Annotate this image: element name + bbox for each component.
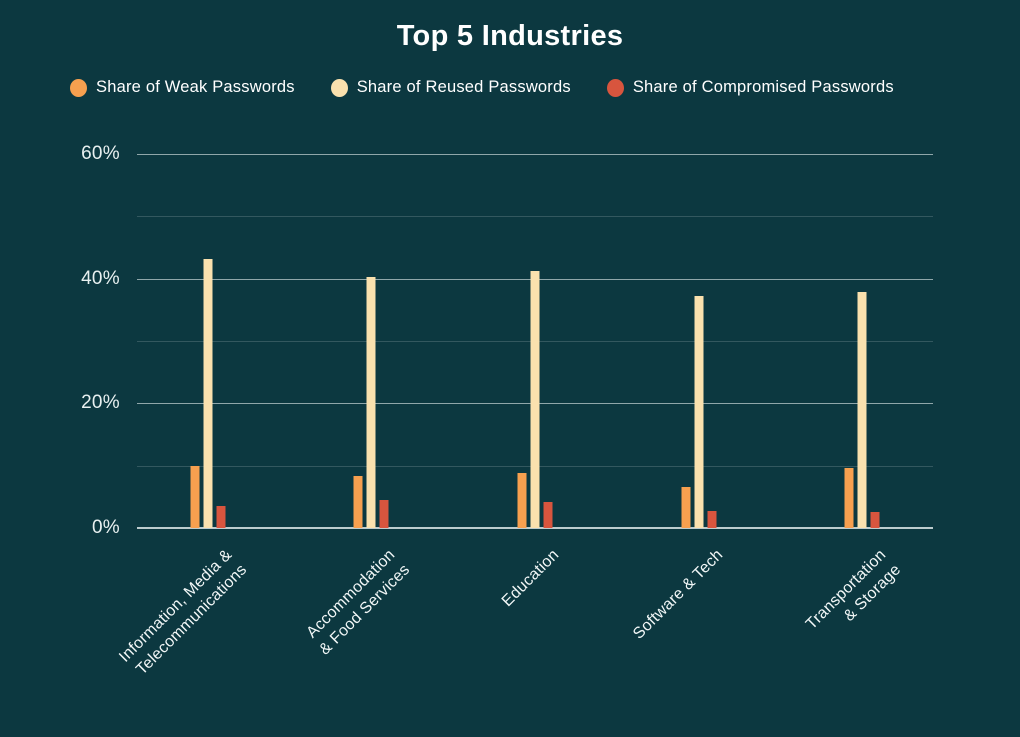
legend-item-label: Share of Compromised Passwords	[632, 78, 894, 96]
bar-group-software-tech	[681, 296, 717, 528]
gridline-0	[137, 527, 933, 529]
bar-compromised-transportation-storage	[870, 511, 880, 528]
reused-series-dot-icon	[330, 78, 348, 97]
x-axis-label-software-tech: Software & Tech	[629, 546, 727, 643]
plot-area	[137, 154, 933, 529]
legend-item-reused: Share of Reused Passwords	[330, 78, 571, 97]
legend-item-weak: Share of Weak Passwords	[70, 78, 295, 97]
bar-reused-information-media-telecommunications	[203, 258, 213, 528]
y-axis-label-20: 20%	[81, 392, 120, 414]
x-axis-label-transportation-storage: Transportation & Storage	[803, 546, 905, 633]
compromised-series-dot-icon	[606, 78, 624, 97]
bar-compromised-accommodation-food-services	[379, 499, 389, 528]
y-axis-label-0: 0%	[91, 517, 120, 538]
bar-group-transportation-storage	[844, 292, 880, 528]
bar-reused-transportation-storage	[857, 292, 867, 528]
bar-weak-software-tech	[681, 487, 691, 528]
gridline-50	[137, 216, 933, 218]
x-axis-label-education: Education	[498, 546, 563, 611]
chart-title: Top 5 Industries	[396, 20, 624, 52]
bar-weak-information-media-telecommunications	[190, 465, 200, 528]
bar-compromised-information-media-telecommunications	[216, 505, 226, 528]
chart-legend: Share of Weak Passwords Share of Reused P…	[70, 78, 894, 97]
bar-weak-accommodation-food-services	[353, 476, 363, 528]
bar-weak-education	[517, 472, 527, 528]
bar-group-accommodation-food-services	[353, 277, 389, 528]
bar-compromised-education	[543, 502, 553, 528]
legend-item-label: Share of Reused Passwords	[356, 78, 571, 96]
y-axis-label-40: 40%	[81, 267, 120, 289]
bar-group-information-media-telecommunications	[190, 258, 226, 528]
bar-reused-accommodation-food-services	[366, 277, 376, 528]
weak-series-dot-icon	[70, 78, 87, 97]
bar-group-education	[517, 271, 553, 528]
y-axis-label-60: 60%	[81, 143, 120, 164]
bar-weak-transportation-storage	[844, 467, 854, 528]
gridline-60	[137, 154, 933, 155]
bar-reused-education	[530, 271, 540, 528]
bar-compromised-software-tech	[707, 511, 717, 528]
legend-item-label: Share of Weak Passwords	[96, 78, 295, 96]
legend-item-compromised: Share of Compromised Passwords	[606, 78, 894, 97]
bar-reused-software-tech	[694, 296, 704, 528]
